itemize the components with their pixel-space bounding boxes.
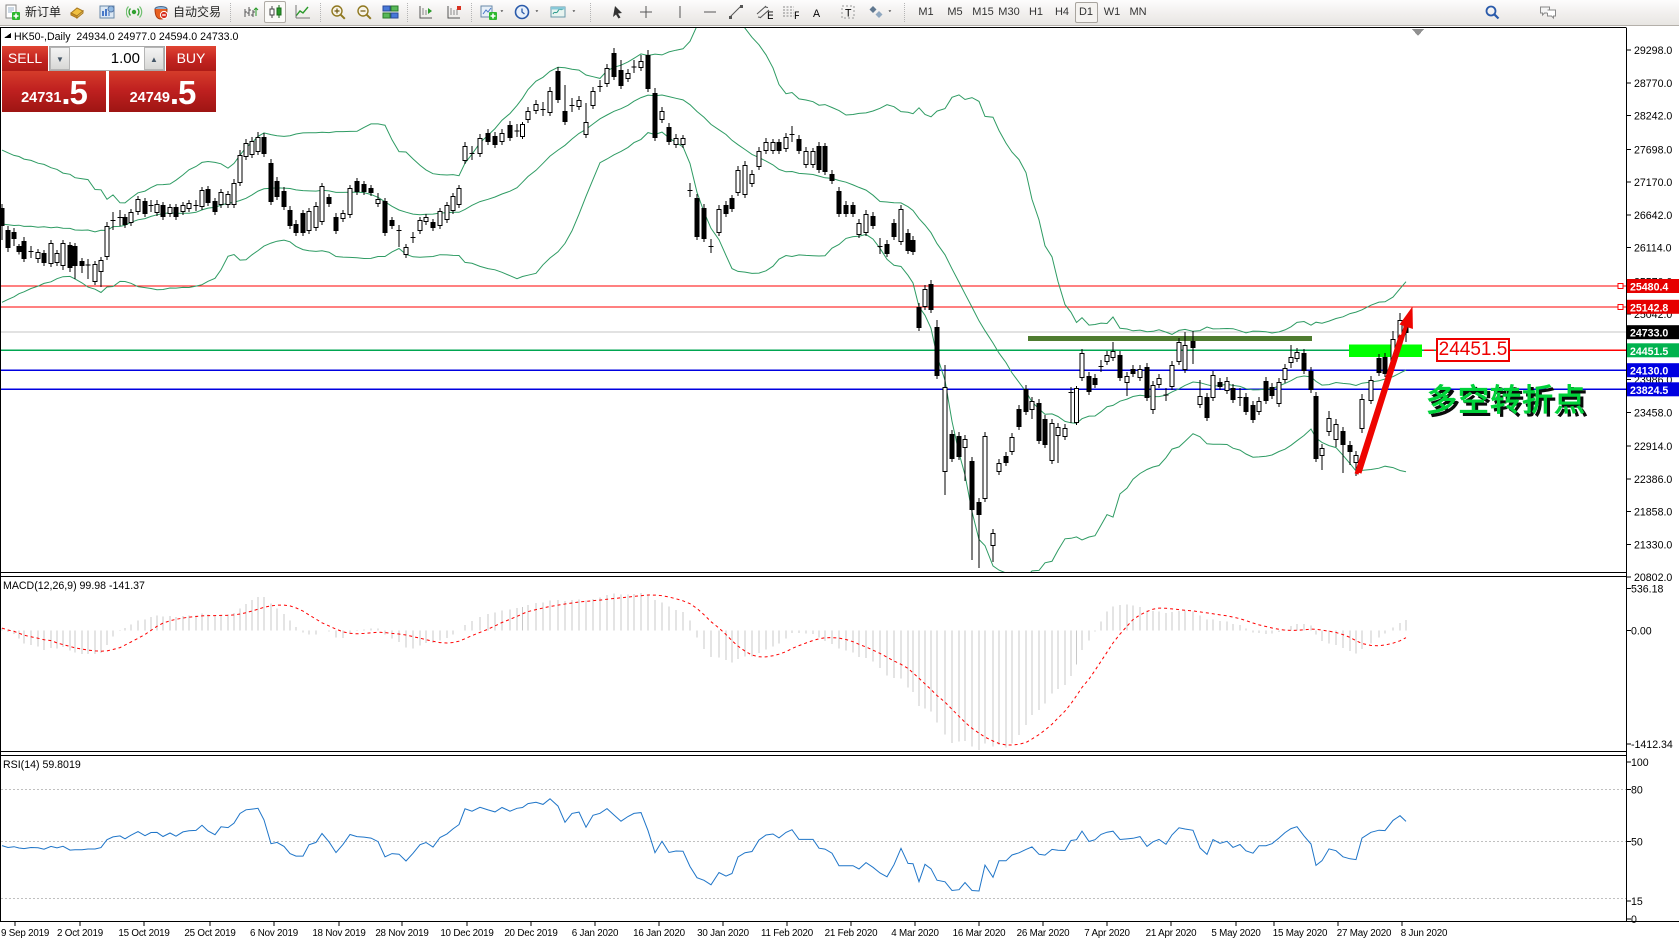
svg-text:2 Oct 2019: 2 Oct 2019: [57, 928, 103, 939]
svg-text:24451.5: 24451.5: [1630, 346, 1668, 358]
svg-text:MACD(12,26,9) 99.98 -141.37: MACD(12,26,9) 99.98 -141.37: [3, 580, 145, 592]
svg-text:21330.0: 21330.0: [1634, 539, 1672, 551]
svg-text:18 Nov 2019: 18 Nov 2019: [312, 928, 365, 939]
svg-text:9 Sep 2019: 9 Sep 2019: [1, 928, 49, 939]
svg-text:15 May 2020: 15 May 2020: [1273, 928, 1328, 939]
svg-text:21858.0: 21858.0: [1634, 507, 1672, 519]
svg-text:15: 15: [1631, 896, 1643, 908]
svg-text:80: 80: [1631, 785, 1643, 797]
svg-text:26642.0: 26642.0: [1634, 210, 1672, 222]
svg-text:HK50-,Daily 24934.0 24977.0 2: HK50-,Daily 24934.0 24977.0 24594.0 2473…: [14, 31, 239, 43]
svg-text:23458.0: 23458.0: [1634, 407, 1672, 419]
svg-text:5 May 2020: 5 May 2020: [1211, 928, 1261, 939]
svg-text:7 Apr 2020: 7 Apr 2020: [1084, 928, 1130, 939]
svg-text:F: F: [794, 10, 799, 21]
svg-text:24130.0: 24130.0: [1630, 366, 1668, 378]
svg-text:16 Mar 2020: 16 Mar 2020: [953, 928, 1007, 939]
svg-text:27170.0: 27170.0: [1634, 177, 1672, 189]
svg-text:25480.4: 25480.4: [1630, 282, 1668, 294]
svg-text:536.18: 536.18: [1631, 584, 1664, 596]
svg-text:27 May 2020: 27 May 2020: [1337, 928, 1392, 939]
svg-text:28 Nov 2019: 28 Nov 2019: [375, 928, 428, 939]
svg-text:27698.0: 27698.0: [1634, 144, 1672, 156]
svg-text:8 Jun 2020: 8 Jun 2020: [1401, 928, 1448, 939]
svg-text:A: A: [813, 8, 821, 20]
svg-text:25142.8: 25142.8: [1630, 302, 1668, 314]
svg-text:100: 100: [1631, 757, 1649, 769]
svg-text:RSI(14) 59.8019: RSI(14) 59.8019: [3, 759, 81, 771]
svg-text:23824.5: 23824.5: [1630, 385, 1668, 397]
svg-text:21 Apr 2020: 21 Apr 2020: [1146, 928, 1197, 939]
svg-text:28242.0: 28242.0: [1634, 111, 1672, 123]
svg-text:26 Mar 2020: 26 Mar 2020: [1017, 928, 1071, 939]
svg-text:22386.0: 22386.0: [1634, 474, 1672, 486]
svg-text:-1412.34: -1412.34: [1631, 739, 1673, 751]
svg-text:20802.0: 20802.0: [1634, 572, 1672, 584]
svg-text:10 Dec 2019: 10 Dec 2019: [440, 928, 493, 939]
svg-text:T: T: [845, 8, 852, 20]
svg-text:50: 50: [1631, 837, 1643, 849]
svg-text:26114.0: 26114.0: [1634, 243, 1672, 255]
svg-text:29298.0: 29298.0: [1634, 45, 1672, 57]
svg-text:28770.0: 28770.0: [1634, 78, 1672, 90]
svg-text:20 Dec 2019: 20 Dec 2019: [504, 928, 557, 939]
svg-text:0.00: 0.00: [1631, 626, 1652, 638]
svg-text:6 Nov 2019: 6 Nov 2019: [250, 928, 298, 939]
svg-text:15 Oct 2019: 15 Oct 2019: [118, 928, 169, 939]
svg-text:25 Oct 2019: 25 Oct 2019: [184, 928, 235, 939]
svg-text:11 Feb 2020: 11 Feb 2020: [761, 928, 814, 939]
svg-text:21 Feb 2020: 21 Feb 2020: [825, 928, 879, 939]
svg-text:0: 0: [1631, 914, 1637, 926]
svg-text:6 Jan 2020: 6 Jan 2020: [572, 928, 619, 939]
svg-text:24733.0: 24733.0: [1630, 328, 1668, 340]
svg-text:4 Mar 2020: 4 Mar 2020: [891, 928, 939, 939]
svg-text:30 Jan 2020: 30 Jan 2020: [697, 928, 749, 939]
svg-text:16 Jan 2020: 16 Jan 2020: [633, 928, 685, 939]
svg-text:E: E: [767, 10, 773, 21]
svg-text:22914.0: 22914.0: [1634, 441, 1672, 453]
